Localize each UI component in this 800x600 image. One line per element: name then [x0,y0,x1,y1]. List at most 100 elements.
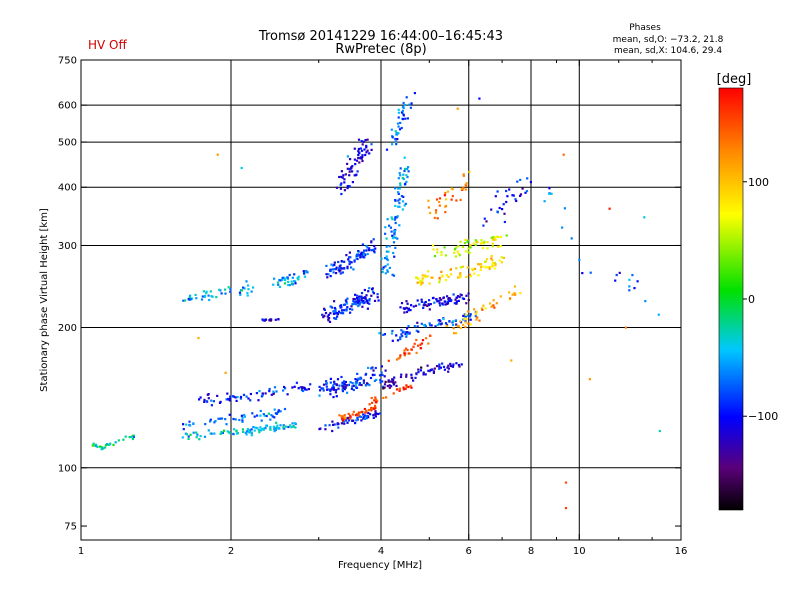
scatter-point [489,302,492,305]
scatter-point [457,245,460,248]
scatter-point [350,387,353,390]
scatter-point [359,376,362,379]
scatter-point [367,290,370,293]
scatter-point [368,287,371,290]
scatter-point [309,383,312,386]
scatter-point [215,296,218,299]
scatter-point [391,329,394,333]
scatter-point [337,387,340,390]
scatter-point [455,300,458,303]
scatter-point [401,109,404,112]
scatter-point [521,187,524,190]
scatter-point [229,290,232,293]
scatter-point [425,337,428,340]
scatter-point [403,349,406,352]
scatter-point [410,348,413,351]
scatter-point [454,298,457,301]
scatter-point [353,147,356,150]
scatter-point [488,266,491,269]
scatter-point [355,159,359,162]
scatter-point [278,285,281,288]
scatter-point [282,426,285,429]
scatter-point [473,267,477,270]
scatter-point [184,299,187,302]
scatter-point [353,158,356,161]
scatter-point [343,260,346,263]
scatter-point [499,235,503,239]
scatter-point [247,284,250,287]
scatter-point [461,265,465,268]
scatter-point [220,417,224,420]
scatter-point [271,415,274,418]
scatter-point [364,153,367,157]
scatter-point [361,300,364,303]
scatter-point [496,210,499,213]
scatter-point [367,411,370,415]
scatter-point [374,410,377,413]
scatter-point [492,238,495,241]
scatter-point [439,320,442,323]
scatter-point [501,208,504,211]
scatter-point [260,428,263,431]
scatter-point [405,347,408,350]
scatter-point [182,299,185,302]
scatter-point [407,307,410,310]
scatter-point [407,385,410,389]
scatter-point [491,259,494,262]
scatter-point [440,298,443,301]
scatter-point [440,251,443,254]
scatter-point [376,296,379,299]
scatter-point [381,270,384,274]
scatter-point [279,279,282,282]
colorbar-tick-label: 100 [748,176,769,189]
scatter-point [459,198,462,201]
scatter-point [441,302,444,305]
scatter-point [423,301,426,304]
scatter-point [243,287,246,290]
scatter-point [357,411,360,414]
grid-lines [81,60,681,540]
scatter-point [370,409,373,412]
scatter-point [291,422,294,425]
scatter-point [359,147,362,150]
scatter-point [270,414,273,417]
scatter-point [329,377,332,380]
scatter-point [529,181,532,184]
scatter-point [269,319,272,322]
scatter-point [442,317,445,321]
scatter-point [356,300,359,303]
scatter-point [367,416,370,419]
scatter-point [345,308,348,311]
scatter-point [346,267,349,270]
scatter-point [391,380,394,383]
scatter-point [363,407,366,411]
scatter-point [458,276,461,279]
scatter-point [422,373,425,376]
scatter-point [430,276,433,279]
scatter-point [444,191,447,195]
scatter-point [240,414,243,417]
scatter-point [394,236,397,239]
scatter-point [272,425,276,428]
scatter-point [272,392,275,396]
scatter-point [410,304,413,307]
scatter-point [350,261,353,264]
scatter-point [372,407,376,410]
scatter-point [384,257,387,260]
scatter-point [343,303,346,306]
scatter-point [548,187,551,190]
scatter-point [395,143,398,146]
scatter-point [353,259,356,262]
scatter-point [506,195,509,198]
y-axis-label: Stationary phase Virtual Height [km] [39,208,50,392]
scatter-point [491,245,494,248]
scatter-point [373,399,376,402]
scatter-point [438,363,441,366]
scatter-point [513,285,517,288]
scatter-point [351,382,354,385]
phases-title: Phases [629,23,661,33]
scatter-point [367,408,370,412]
scatter-point [526,177,529,180]
scatter-point [262,413,265,416]
scatter-point [260,429,263,432]
